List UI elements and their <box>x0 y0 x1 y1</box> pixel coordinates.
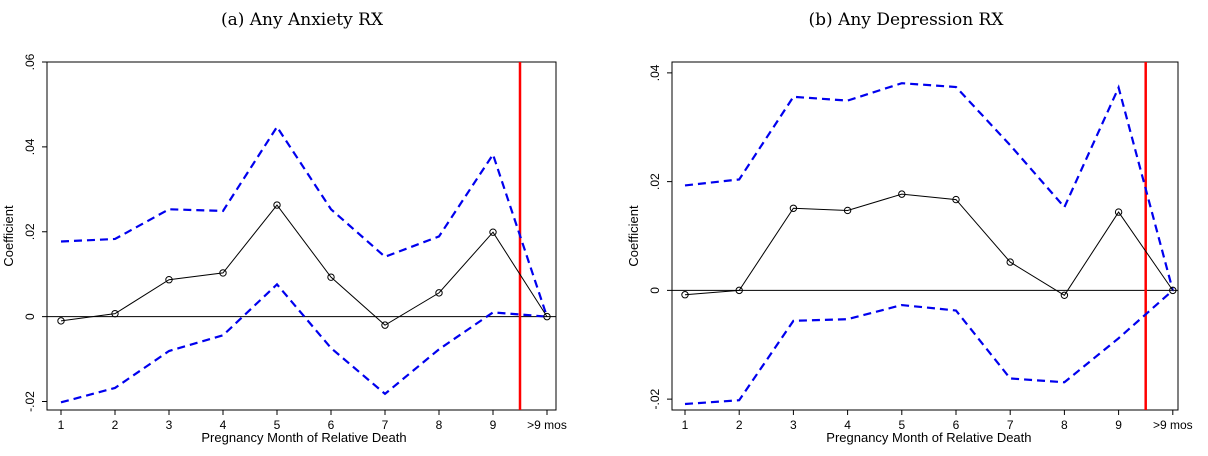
estimate-point <box>57 317 65 325</box>
estimate-point <box>952 195 960 204</box>
estimate-point <box>1114 208 1123 216</box>
y-tick-label: .02 <box>648 173 662 190</box>
y-tick-label: .04 <box>648 64 662 81</box>
x-tick-label: 9 <box>1115 418 1122 432</box>
chart-title: (a) Any Anxiety RX <box>220 10 384 30</box>
estimate-point <box>898 190 906 198</box>
lower-ci-line <box>60 282 548 404</box>
x-tick-label: 8 <box>436 418 443 432</box>
estimate-point <box>489 228 497 236</box>
x-tick-label: 4 <box>844 418 851 432</box>
x-tick-label: 6 <box>953 418 960 432</box>
estimate-point <box>735 286 743 295</box>
y-tick-label: .02 <box>23 223 37 240</box>
x-tick-label: 5 <box>274 418 281 432</box>
x-tick-label: 9 <box>490 418 497 432</box>
x-tick-label: 2 <box>112 418 119 432</box>
estimate-point <box>843 206 852 215</box>
estimate-point <box>789 204 798 212</box>
depression-chart: -.02 0 .02 .04 1 2 3 4 5 6 7 8 9 >9 mos Coefficient Pre… <box>626 61 1193 445</box>
estimate-point <box>1169 286 1177 295</box>
y-tick-label: 0 <box>648 287 662 294</box>
estimate-point <box>381 321 389 329</box>
x-tick-label: 1 <box>682 418 689 432</box>
x-tick-label: >9 mos <box>1153 418 1193 432</box>
anxiety-chart: -.02 0 .02 .04 .06 1 2 3 4 5 6 7 8 9 >9 mos Coefficient… <box>1 53 567 445</box>
x-tick-label: 7 <box>382 418 389 432</box>
y-axis-label: Coefficient <box>626 205 641 267</box>
x-tick-label: 3 <box>790 418 797 432</box>
estimate-point <box>1006 258 1014 266</box>
y-tick-label: .04 <box>23 138 37 155</box>
y-tick-label: -.02 <box>23 391 37 412</box>
estimate-point <box>435 289 443 297</box>
panel-anxiety: (a) Any Anxiety RX -.02 0 .02 .04 .06 1 2 3 4 5 6 7… <box>1 10 567 445</box>
plot-frame <box>46 61 557 411</box>
x-tick-label: 6 <box>328 418 335 432</box>
plot-frame <box>671 61 1179 411</box>
x-tick-label: 7 <box>1007 418 1014 432</box>
estimate-point <box>111 309 119 318</box>
x-tick-label: 8 <box>1061 418 1068 432</box>
estimate-point <box>273 201 281 209</box>
estimate-point <box>543 312 551 321</box>
y-axis-label: Coefficient <box>1 205 16 267</box>
x-tick-label: >9 mos <box>527 418 567 432</box>
x-tick-label: 3 <box>166 418 173 432</box>
y-tick-label: -.02 <box>648 388 662 409</box>
upper-ci-line <box>684 82 1174 291</box>
estimate-line <box>684 193 1174 296</box>
estimate-point <box>1060 291 1069 299</box>
y-tick-label: .06 <box>23 53 37 70</box>
panel-depression: (b) Any Depression RX -.02 0 .02 .04 1 2 3 4 5 6 7… <box>604 0 1208 456</box>
x-tick-label: 4 <box>220 418 227 432</box>
lower-ci-line <box>684 289 1174 406</box>
estimate-line <box>60 204 548 326</box>
x-tick-label: 2 <box>736 418 743 432</box>
estimate-point <box>327 273 335 281</box>
x-axis-label: Pregnancy Month of Relative Death <box>826 430 1031 445</box>
x-tick-label: 5 <box>898 418 905 432</box>
estimate-point <box>165 276 173 284</box>
y-tick-label: 0 <box>23 313 37 320</box>
estimate-point <box>681 291 689 299</box>
estimate-point <box>219 269 227 277</box>
chart-title: (b) Any Depression RX <box>808 10 1004 30</box>
upper-ci-line <box>60 124 549 317</box>
x-tick-label: 1 <box>58 418 65 432</box>
x-axis-label: Pregnancy Month of Relative Death <box>201 430 406 445</box>
